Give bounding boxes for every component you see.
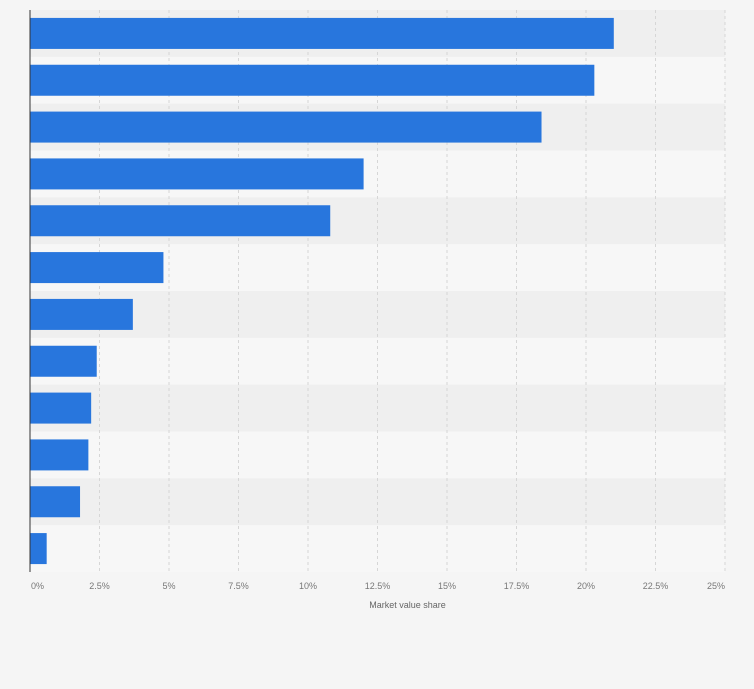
bars (30, 17, 614, 565)
bar[interactable] (30, 533, 47, 565)
bar[interactable] (30, 252, 164, 284)
bar[interactable] (30, 486, 81, 518)
x-tick-label: 5% (162, 581, 175, 591)
bar[interactable] (30, 17, 614, 49)
x-tick-label: 15% (438, 581, 456, 591)
x-tick-label: 0% (31, 581, 44, 591)
x-tick-label: 20% (577, 581, 595, 591)
x-tick-label: 12.5% (365, 581, 391, 591)
bar[interactable] (30, 439, 89, 471)
x-tick-label: 22.5% (643, 581, 669, 591)
bar[interactable] (30, 345, 97, 377)
bar[interactable] (30, 205, 331, 237)
x-tick-label: 2.5% (89, 581, 110, 591)
x-tick-labels: 0% 2.5% 5% 7.5% 10% 12.5% 15% 17.5% 20% 22.5% 25% (31, 581, 725, 591)
x-tick-label: 7.5% (228, 581, 249, 591)
x-tick-label: 17.5% (504, 581, 530, 591)
bar[interactable] (30, 298, 133, 330)
x-tick-label: 10% (299, 581, 317, 591)
bar[interactable] (30, 64, 595, 96)
bar[interactable] (30, 158, 364, 190)
bar[interactable] (30, 111, 542, 143)
bar[interactable] (30, 392, 92, 424)
x-tick-label: 25% (707, 581, 725, 591)
gridlines (99, 10, 726, 572)
x-axis-title: Market value share (369, 600, 446, 610)
